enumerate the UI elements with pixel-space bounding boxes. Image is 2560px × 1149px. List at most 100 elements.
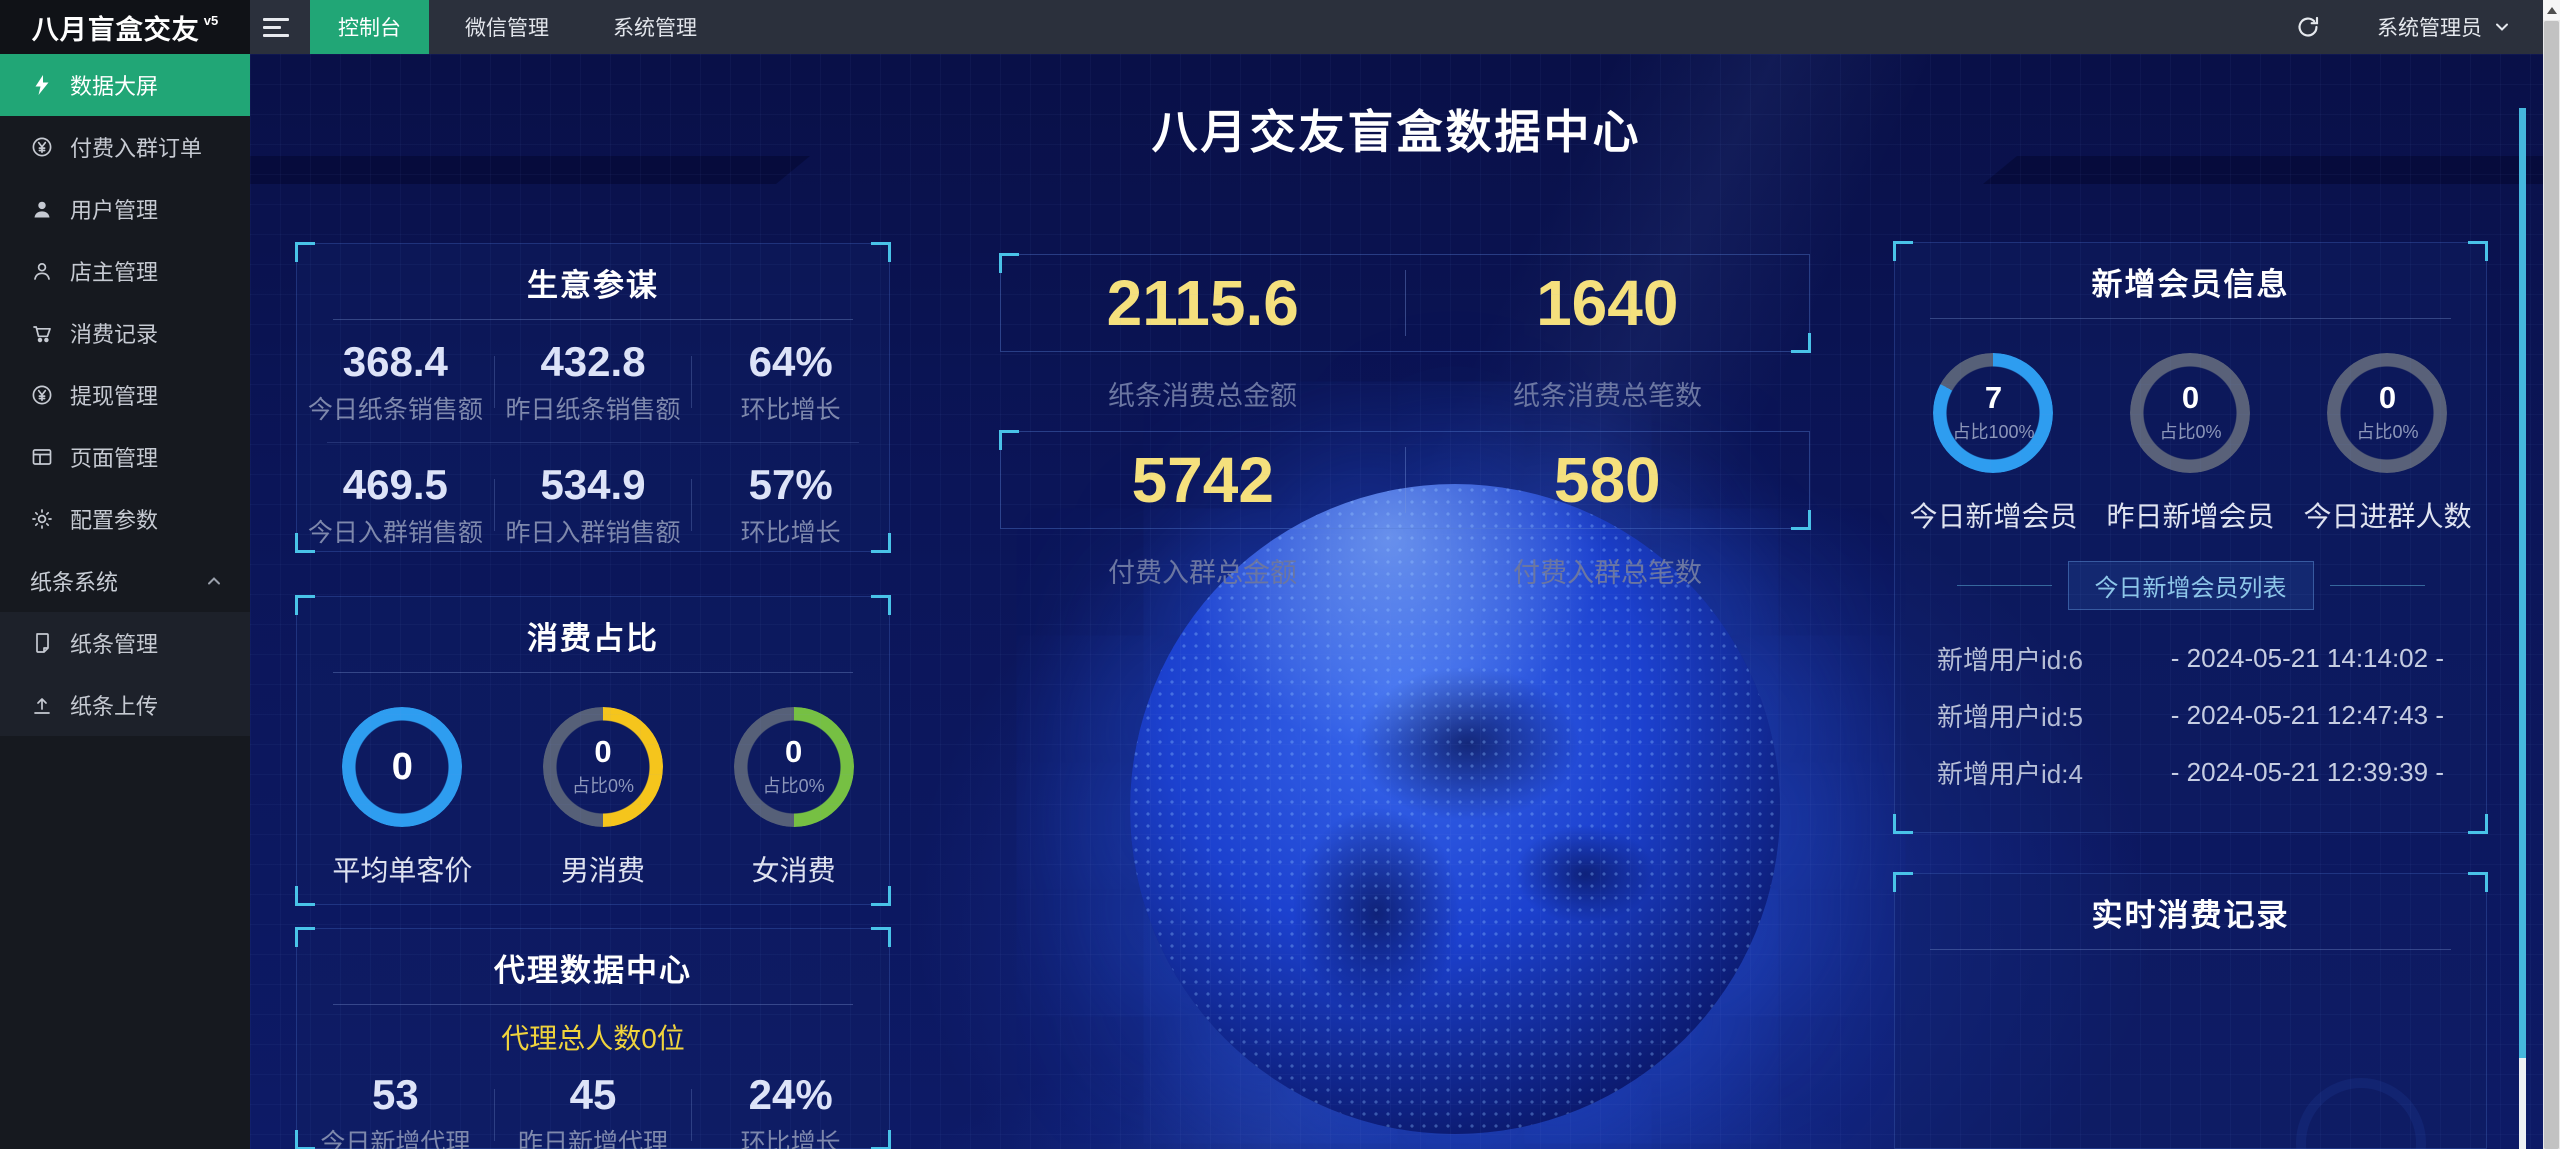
sidebar-item-shop-owner-management[interactable]: 店主管理 (0, 240, 250, 302)
donut-value: 0 (2181, 380, 2200, 415)
scrollbar-up-button[interactable] (2543, 0, 2560, 20)
sidebar-item-consumption-records[interactable]: 消费记录 (0, 302, 250, 364)
divider (332, 319, 854, 320)
sidebar-item-config-params[interactable]: 配置参数 (0, 488, 250, 550)
sidebar-item-data-screen[interactable]: 数据大屏 (0, 54, 250, 116)
sidebar-item-label: 配置参数 (70, 508, 159, 533)
divider (332, 672, 854, 673)
sidebar-item-note-upload[interactable]: 纸条上传 (0, 674, 250, 736)
sidebar-group-label: 纸条系统 (30, 570, 119, 595)
panel-title: 代理数据中心 (494, 953, 692, 988)
corner-bracket (871, 595, 891, 615)
page-title: 八月交友盲盒数据中心 (1151, 106, 1642, 158)
sidebar-item-label: 店主管理 (70, 260, 159, 285)
donut-today-new-members: 7 占比100% 今日新增会员 (1909, 353, 2078, 535)
business-advisor-panel: 生意参谋 368.4 今日纸条销售额 432.8 昨日纸条销售额 64% 环比增… (295, 242, 891, 553)
divider (493, 479, 495, 531)
sidebar-item-user-management[interactable]: 用户管理 (0, 178, 250, 240)
tab-console[interactable]: 控制台 (310, 0, 429, 54)
sidebar-group-note-system[interactable]: 纸条系统 (0, 550, 250, 612)
corner-bracket (871, 886, 891, 906)
up-arrow-icon (2546, 6, 2557, 14)
donut-yesterday-new-members: 0 占比0% 昨日新增会员 (2106, 353, 2275, 535)
sidebar-item-withdrawal-management[interactable]: 提现管理 (0, 364, 250, 426)
stat-label: 环比增长 (740, 519, 841, 547)
stat-label: 环比增长 (740, 396, 841, 424)
member-list-item: 新增用户id:4 - 2024-05-21 12:39:39 - (1937, 744, 2444, 801)
stat-value: 24% (748, 1071, 833, 1118)
stat: 64% 环比增长 (692, 338, 889, 426)
stat-row: 368.4 今日纸条销售额 432.8 昨日纸条销售额 64% 环比增长 (297, 338, 889, 426)
stat-label: 环比增长 (740, 1129, 841, 1149)
sidebar-item-paid-group-orders[interactable]: 付费入群订单 (0, 116, 250, 178)
corner-bracket (295, 595, 315, 615)
user-menu[interactable]: 系统管理员 (2377, 12, 2512, 42)
refresh-icon[interactable] (2295, 14, 2321, 40)
stat-value: 469.5 (342, 461, 448, 508)
panel-title: 实时消费记录 (2091, 898, 2290, 933)
dashboard: 八月交友盲盒数据中心 生意参谋 368.4 今日纸条销售额 432.8 昨日纸条… (250, 54, 2543, 1149)
yen-circle-icon (32, 137, 52, 157)
member-list-item: 新增用户id:5 - 2024-05-21 12:47:43 - (1937, 687, 2444, 744)
donut-label: 昨日新增会员 (2106, 501, 2275, 532)
tab-system[interactable]: 系统管理 (613, 17, 697, 40)
donut-ring (342, 707, 463, 827)
stat-row: 53 今日新增代理 45 昨日新增代理 24% 环比增长 (297, 1071, 889, 1149)
divider (1404, 447, 1406, 513)
window-scrollbar-thumb[interactable] (2544, 21, 2559, 1149)
tab-wechat[interactable]: 微信管理 (465, 17, 549, 40)
upload-icon (34, 698, 50, 714)
donut-row: 7 占比100% 今日新增会员 0 占比0% 昨日新增会员 (1895, 353, 2486, 535)
divider (691, 356, 693, 408)
donut-center: 0 占比0% (2130, 353, 2250, 473)
donut-center: 0 占比0% (734, 707, 854, 827)
sidebar-item-label: 数据大屏 (70, 74, 159, 99)
cart-icon (33, 326, 51, 343)
inner-scrollbar-thumb[interactable] (2519, 108, 2526, 1058)
kpi-value: 1640 (1536, 267, 1679, 339)
topbar: 八月盲盒交友 v5 控制台 微信管理 系统管理 系统管理员 (0, 0, 2560, 54)
corner-bracket (295, 886, 315, 906)
kpi-value: 2115.6 (1106, 267, 1299, 339)
sidebar-item-label: 消费记录 (70, 322, 159, 347)
sidebar-item-page-management[interactable]: 页面管理 (0, 426, 250, 488)
sidebar-item-note-management[interactable]: 纸条管理 (0, 612, 250, 674)
inner-scrollbar[interactable] (2519, 108, 2526, 1149)
stat-value: 57% (748, 461, 833, 508)
header-decoration-right (1983, 156, 2543, 184)
donut-center: 7 占比100% (1933, 353, 2053, 473)
kpi-label: 付费入群总金额 (1108, 558, 1297, 588)
today-new-member-list-button[interactable]: 今日新增会员列表 (2067, 561, 2314, 610)
menu-toggle-icon[interactable] (250, 0, 302, 54)
stat: 534.9 昨日入群销售额 (495, 461, 692, 549)
stat: 53 今日新增代理 (297, 1071, 494, 1149)
divider (493, 356, 495, 408)
donut-avg-price: 0 平均单客价 (332, 707, 472, 889)
donut-value: 0 (785, 734, 803, 769)
donut-center: 0 占比0% (543, 707, 663, 827)
agent-total-count: 代理总人数0位 (501, 1023, 685, 1054)
donut-center: 0 占比0% (2327, 353, 2447, 473)
realtime-consumption-panel: 实时消费记录 (1893, 872, 2488, 1149)
stat-value: 53 (371, 1071, 419, 1118)
gear-icon (32, 509, 52, 529)
kpi-labels: 纸条消费总金额 纸条消费总笔数 (1000, 374, 1810, 413)
divider (1930, 949, 2451, 950)
member-list-header: 今日新增会员列表 (1895, 561, 2486, 610)
layout-icon (32, 449, 52, 465)
donut-label: 今日进群人数 (2303, 501, 2472, 532)
donut-value: 0 (391, 746, 413, 788)
sidebar-item-label: 纸条上传 (70, 694, 159, 719)
divider (326, 442, 860, 443)
donut-value: 0 (2378, 380, 2397, 415)
sidebar-item-label: 页面管理 (70, 446, 159, 471)
note-consumption-kpi: 2115.6 1640 纸条消费总金额 纸条消费总笔数 (999, 253, 1811, 413)
divider (691, 479, 693, 531)
decorative-line (1956, 585, 2052, 586)
lightning-icon (35, 75, 49, 95)
app-logo: 八月盲盒交友 v5 (0, 0, 250, 54)
donut-female-consumption: 0 占比0% 女消费 (733, 707, 854, 889)
donut-ring (1933, 353, 2054, 473)
window-scrollbar[interactable] (2543, 0, 2560, 1149)
topbar-right: 系统管理员 (2295, 0, 2560, 54)
